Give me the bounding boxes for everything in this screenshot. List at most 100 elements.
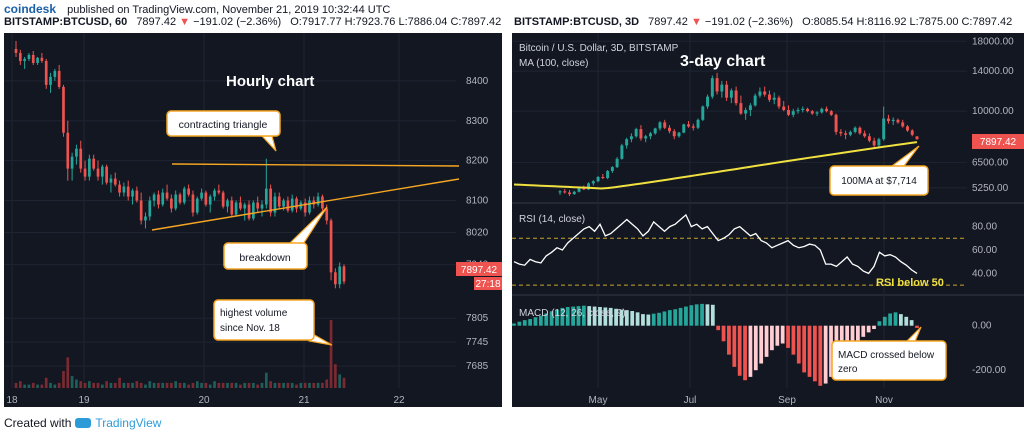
daily-candle bbox=[668, 127, 671, 132]
daily-candle bbox=[910, 130, 914, 135]
hourly-candle bbox=[18, 52, 22, 61]
hourly-volume-bar bbox=[282, 382, 285, 388]
macd-histogram-bar bbox=[807, 325, 812, 377]
hourly-volume-bar bbox=[269, 381, 272, 388]
hourly-candle bbox=[44, 60, 48, 85]
rsi-y-tick: 60.00 bbox=[972, 245, 997, 256]
hourly-y-tick: 8020 bbox=[466, 227, 489, 238]
macd-callout: MACD crossed below zero bbox=[831, 326, 947, 381]
macd-histogram-bar bbox=[818, 325, 823, 386]
hourly-candle bbox=[308, 200, 311, 213]
macd-y-tick: -200.00 bbox=[972, 365, 1006, 376]
hourly-candle bbox=[303, 202, 307, 213]
daily-x-tick: Nov bbox=[875, 395, 893, 406]
hourly-volume-bar bbox=[342, 377, 346, 388]
hourly-candle bbox=[208, 196, 212, 205]
hourly-volume-bar bbox=[256, 384, 260, 388]
daily-candle bbox=[572, 191, 576, 195]
hourly-x-tick: 21 bbox=[298, 395, 310, 406]
tradingview-logo-icon bbox=[75, 418, 92, 428]
daily-candle bbox=[796, 109, 800, 112]
macd-histogram-bar bbox=[802, 325, 807, 373]
daily-candle bbox=[606, 170, 610, 179]
hourly-volume-bar bbox=[18, 381, 22, 388]
footer-tradingview[interactable]: TradingView bbox=[95, 416, 162, 430]
hourly-candle bbox=[53, 70, 57, 77]
macd-histogram-bar bbox=[888, 313, 893, 326]
daily-candle bbox=[901, 122, 905, 127]
daily-candle bbox=[839, 131, 843, 134]
hourly-candle bbox=[88, 158, 91, 177]
macd-histogram-bar bbox=[635, 312, 640, 326]
hourly-candle bbox=[243, 204, 247, 209]
left-ohlc: O:7917.77 H:7923.76 L:7886.04 C:7897.42 bbox=[290, 16, 502, 28]
hourly-candle bbox=[334, 272, 337, 285]
daily-candle bbox=[777, 97, 781, 107]
hourly-candle bbox=[256, 202, 260, 209]
hourly-candle bbox=[338, 266, 342, 285]
hourly-candle bbox=[96, 168, 100, 177]
daily-candle bbox=[568, 192, 571, 195]
hourly-candle bbox=[92, 158, 96, 169]
macd-histogram-bar bbox=[694, 304, 699, 326]
hourly-candle bbox=[239, 202, 242, 209]
macd-histogram-bar bbox=[598, 307, 602, 326]
macd-histogram-bar bbox=[743, 325, 747, 381]
hourly-candle bbox=[286, 200, 290, 211]
macd-histogram-bar bbox=[850, 325, 855, 351]
breakdown-callout: breakdown bbox=[223, 206, 328, 270]
daily-candle bbox=[577, 187, 581, 192]
hourly-candle bbox=[165, 192, 169, 199]
hourly-y-tick: 8100 bbox=[466, 196, 489, 207]
hourly-volume-bar bbox=[174, 381, 178, 388]
hourly-volume-bar bbox=[27, 384, 31, 388]
hourly-candle bbox=[217, 190, 221, 193]
hourly-candle bbox=[157, 194, 160, 205]
macd-histogram-bar bbox=[560, 307, 565, 326]
daily-candle bbox=[587, 183, 591, 190]
hourly-volume-bar bbox=[321, 382, 324, 388]
hourly-price-label: 7897.42 bbox=[456, 262, 502, 276]
hourly-volume-bar bbox=[49, 382, 52, 388]
macd-histogram-bar bbox=[646, 314, 651, 326]
macd-histogram-bar bbox=[657, 312, 661, 326]
three-day-chart-panel[interactable]: 18000.00 14000.00 10000.00 6500.00 5250.00 Ma… bbox=[512, 33, 1024, 407]
daily-candle bbox=[672, 131, 676, 137]
hourly-volume-bar bbox=[148, 381, 152, 388]
volume-callout-line2: since Nov. 18 bbox=[220, 323, 280, 334]
daily-y-tick: 6500.00 bbox=[972, 157, 1009, 168]
daily-candle bbox=[820, 108, 824, 113]
daily-candle bbox=[582, 187, 586, 190]
hourly-volume-bar bbox=[329, 320, 333, 388]
hourly-volume-bar bbox=[316, 382, 320, 388]
hourly-volume-bar bbox=[113, 382, 117, 388]
daily-candle bbox=[867, 136, 871, 141]
hourly-candle bbox=[83, 168, 87, 177]
hourly-volume-bar bbox=[217, 382, 221, 388]
daily-candle bbox=[858, 127, 862, 134]
hourly-volume-bar bbox=[100, 384, 104, 388]
rsi-y-tick: 80.00 bbox=[972, 222, 997, 233]
hourly-title: Hourly chart bbox=[226, 73, 314, 90]
hourly-volume-bar bbox=[152, 382, 156, 388]
daily-candle bbox=[691, 126, 695, 128]
daily-candle bbox=[844, 133, 848, 135]
macd-histogram-bar bbox=[829, 325, 833, 377]
coindesk-logo: coindesk bbox=[4, 2, 57, 16]
hourly-volume-bar bbox=[23, 384, 26, 388]
daily-candle bbox=[596, 177, 600, 182]
macd-histogram-bar bbox=[705, 304, 710, 326]
hourly-volume-bar bbox=[312, 382, 316, 388]
hourly-y-tick: 8300 bbox=[466, 116, 489, 127]
hourly-candle bbox=[62, 86, 65, 133]
hourly-volume-bar bbox=[273, 382, 277, 388]
macd-histogram-bar bbox=[759, 325, 764, 364]
hourly-volume-bar bbox=[182, 382, 186, 388]
hourly-candle bbox=[79, 148, 83, 169]
macd-histogram-bar bbox=[641, 314, 645, 326]
daily-candle bbox=[653, 128, 657, 134]
hourly-candle bbox=[329, 220, 333, 273]
daily-candle bbox=[782, 106, 786, 110]
hourly-chart-panel[interactable]: 8400830082008100802079407805774576851819… bbox=[4, 33, 502, 407]
daily-y-tick: 14000.00 bbox=[972, 66, 1014, 77]
